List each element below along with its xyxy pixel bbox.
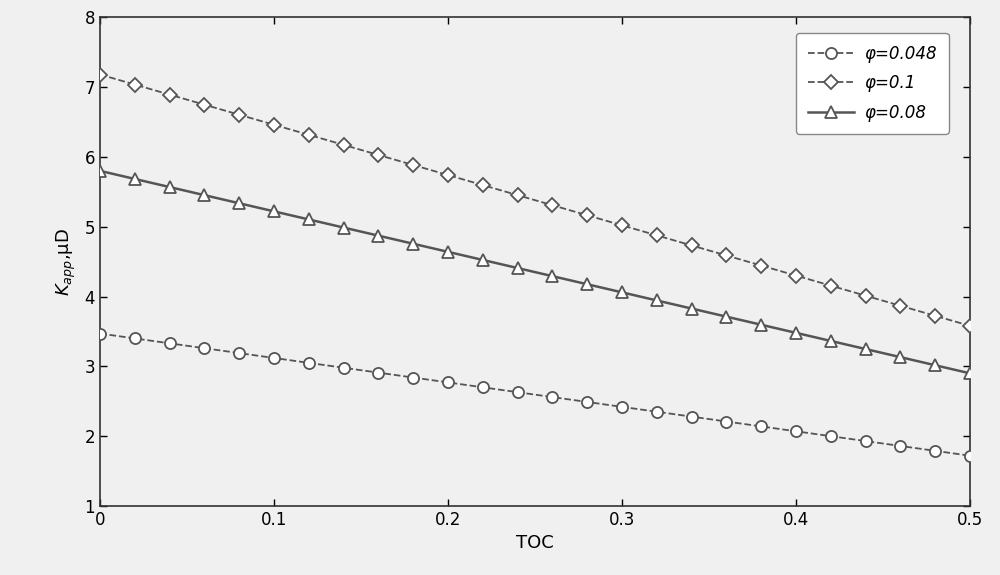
φ=0.048 bbox=[651, 408, 663, 415]
φ=0.048 bbox=[825, 433, 837, 440]
Legend: φ=0.048, φ=0.1, φ=0.08: φ=0.048, φ=0.1, φ=0.08 bbox=[796, 33, 949, 133]
φ=0.08 bbox=[546, 273, 558, 279]
φ=0.1 bbox=[929, 312, 941, 319]
φ=0.1 bbox=[233, 112, 245, 118]
φ=0.1 bbox=[442, 171, 454, 178]
Line: φ=0.1: φ=0.1 bbox=[95, 70, 975, 331]
φ=0.048 bbox=[442, 379, 454, 386]
φ=0.1 bbox=[198, 101, 210, 108]
φ=0.08 bbox=[512, 264, 524, 271]
φ=0.08 bbox=[755, 321, 767, 328]
φ=0.048 bbox=[94, 330, 106, 337]
φ=0.1 bbox=[720, 252, 732, 259]
φ=0.08 bbox=[407, 240, 419, 247]
φ=0.08 bbox=[268, 208, 280, 215]
φ=0.08 bbox=[338, 224, 350, 231]
φ=0.048 bbox=[233, 350, 245, 356]
φ=0.08 bbox=[790, 329, 802, 336]
φ=0.1 bbox=[407, 162, 419, 168]
φ=0.1 bbox=[303, 131, 315, 138]
φ=0.1 bbox=[94, 71, 106, 78]
φ=0.048 bbox=[686, 413, 698, 420]
Line: φ=0.048: φ=0.048 bbox=[94, 328, 976, 461]
φ=0.1 bbox=[860, 292, 872, 299]
φ=0.048 bbox=[477, 384, 489, 391]
φ=0.048 bbox=[407, 374, 419, 381]
φ=0.1 bbox=[616, 222, 628, 229]
φ=0.08 bbox=[894, 354, 906, 361]
φ=0.1 bbox=[164, 91, 176, 98]
φ=0.048 bbox=[790, 428, 802, 435]
φ=0.048 bbox=[964, 453, 976, 459]
φ=0.048 bbox=[616, 404, 628, 411]
φ=0.1 bbox=[894, 302, 906, 309]
φ=0.08 bbox=[233, 200, 245, 206]
φ=0.1 bbox=[651, 232, 663, 239]
φ=0.08 bbox=[860, 346, 872, 352]
φ=0.1 bbox=[546, 202, 558, 209]
φ=0.048 bbox=[581, 398, 593, 405]
X-axis label: TOC: TOC bbox=[516, 534, 554, 553]
φ=0.048 bbox=[372, 369, 384, 376]
φ=0.048 bbox=[546, 394, 558, 401]
φ=0.08 bbox=[477, 256, 489, 263]
φ=0.1 bbox=[129, 81, 141, 88]
φ=0.1 bbox=[581, 212, 593, 218]
φ=0.08 bbox=[164, 183, 176, 190]
φ=0.048 bbox=[338, 365, 350, 371]
φ=0.048 bbox=[268, 355, 280, 362]
φ=0.08 bbox=[929, 362, 941, 369]
φ=0.1 bbox=[755, 262, 767, 269]
φ=0.08 bbox=[372, 232, 384, 239]
φ=0.048 bbox=[512, 389, 524, 396]
φ=0.048 bbox=[198, 345, 210, 352]
φ=0.08 bbox=[686, 305, 698, 312]
φ=0.1 bbox=[372, 151, 384, 158]
φ=0.1 bbox=[338, 141, 350, 148]
φ=0.08 bbox=[303, 216, 315, 223]
φ=0.048 bbox=[303, 359, 315, 366]
φ=0.08 bbox=[616, 289, 628, 296]
φ=0.048 bbox=[129, 335, 141, 342]
φ=0.048 bbox=[164, 340, 176, 347]
φ=0.048 bbox=[720, 418, 732, 425]
φ=0.08 bbox=[720, 313, 732, 320]
φ=0.048 bbox=[755, 423, 767, 430]
φ=0.08 bbox=[581, 281, 593, 288]
φ=0.08 bbox=[94, 167, 106, 174]
φ=0.1 bbox=[512, 191, 524, 198]
φ=0.1 bbox=[964, 323, 976, 329]
φ=0.048 bbox=[860, 438, 872, 444]
φ=0.08 bbox=[129, 175, 141, 182]
φ=0.048 bbox=[929, 447, 941, 454]
φ=0.1 bbox=[790, 272, 802, 279]
φ=0.1 bbox=[686, 242, 698, 249]
φ=0.1 bbox=[268, 121, 280, 128]
Line: φ=0.08: φ=0.08 bbox=[94, 165, 976, 379]
φ=0.08 bbox=[651, 297, 663, 304]
φ=0.048 bbox=[894, 443, 906, 450]
Y-axis label: $K_{app}$,μD: $K_{app}$,μD bbox=[54, 228, 78, 296]
φ=0.08 bbox=[964, 370, 976, 377]
φ=0.08 bbox=[442, 248, 454, 255]
φ=0.08 bbox=[198, 191, 210, 198]
φ=0.1 bbox=[477, 182, 489, 189]
φ=0.08 bbox=[825, 338, 837, 344]
φ=0.1 bbox=[825, 282, 837, 289]
